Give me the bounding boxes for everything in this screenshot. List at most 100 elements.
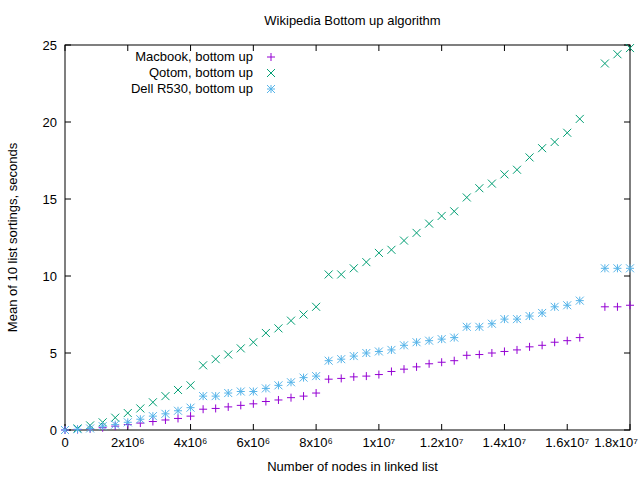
y-tick	[65, 45, 71, 46]
x-tick-mirror	[127, 45, 128, 51]
scatter-point	[450, 207, 458, 215]
x-tick-label: 1.8x10⁷	[594, 435, 638, 450]
scatter-point	[86, 424, 94, 432]
scatter-point	[500, 347, 508, 355]
scatter-point	[513, 315, 521, 323]
scatter-point	[224, 403, 232, 411]
x-tick	[253, 424, 254, 430]
scatter-point	[287, 317, 295, 325]
scatter-point	[438, 335, 446, 343]
scatter-point	[287, 378, 295, 386]
scatter-point	[74, 424, 82, 432]
legend-label: Dell R530, bottom up	[131, 81, 253, 96]
y-axis-label: Mean of 10 list sortings, seconds	[5, 142, 20, 332]
scatter-point	[538, 309, 546, 317]
scatter-point	[576, 115, 584, 123]
scatter-point	[325, 270, 333, 278]
scatter-point	[61, 426, 69, 434]
scatter-point	[450, 334, 458, 342]
scatter-point	[425, 220, 433, 228]
scatter-point	[526, 312, 534, 320]
y-tick-label: 25	[43, 38, 57, 53]
scatter-point	[161, 410, 169, 418]
scatter-point	[463, 193, 471, 201]
x-tick-label: 1.6x10⁷	[545, 435, 589, 450]
scatter-point	[375, 347, 383, 355]
scatter-point	[212, 404, 220, 412]
scatter-point	[438, 358, 446, 366]
scatter-point	[199, 361, 207, 369]
scatter-point	[274, 381, 282, 389]
scatter-point	[475, 184, 483, 192]
x-tick-label: 8x10⁶	[299, 435, 333, 450]
scatter-point	[224, 351, 232, 359]
series-group	[61, 264, 634, 434]
scatter-point	[187, 381, 195, 389]
scatter-point	[526, 343, 534, 351]
scatter-point	[425, 337, 433, 345]
scatter-point	[136, 404, 144, 412]
scatter-point	[174, 386, 182, 394]
scatter-point	[149, 412, 157, 420]
scatter-point	[413, 229, 421, 237]
scatter-point	[613, 50, 621, 58]
scatter-point	[337, 270, 345, 278]
y-tick-label: 10	[43, 269, 57, 284]
chart-svg: 02x10⁶4x10⁶6x10⁶8x10⁶1x10⁷1.2x10⁷1.4x10⁷…	[0, 0, 640, 480]
scatter-point	[350, 264, 358, 272]
legend-label: Macbook, bottom up	[135, 49, 253, 64]
y-tick-mirror	[624, 430, 630, 431]
scatter-point	[300, 311, 308, 319]
scatter-point	[413, 363, 421, 371]
scatter-point	[111, 421, 119, 429]
scatter-point	[576, 334, 584, 342]
scatter-point	[136, 415, 144, 423]
scatter-point	[300, 392, 308, 400]
scatter-point	[626, 301, 634, 309]
scatter-point	[161, 392, 169, 400]
scatter-point	[174, 414, 182, 422]
scatter-point	[124, 418, 132, 426]
legend-marker	[267, 53, 275, 61]
y-tick-mirror	[624, 122, 630, 123]
scatter-point	[425, 360, 433, 368]
x-tick	[316, 424, 317, 430]
scatter-point	[199, 405, 207, 413]
x-tick	[630, 424, 631, 430]
y-tick-label: 0	[50, 423, 57, 438]
x-tick-label: 1.2x10⁷	[420, 435, 464, 450]
y-tick-mirror	[624, 199, 630, 200]
scatter-point	[601, 264, 609, 272]
x-tick-mirror	[567, 45, 568, 51]
scatter-point	[551, 138, 559, 146]
scatter-point	[551, 303, 559, 311]
scatter-point	[438, 212, 446, 220]
y-tick-label: 20	[43, 115, 57, 130]
scatter-point	[513, 166, 521, 174]
scatter-point	[563, 301, 571, 309]
scatter-point	[74, 425, 82, 433]
y-tick-label: 5	[50, 346, 57, 361]
scatter-point	[274, 324, 282, 332]
x-tick-label: 1x10⁷	[362, 435, 395, 450]
scatter-point	[488, 320, 496, 328]
scatter-point	[99, 422, 107, 430]
series-group	[61, 44, 634, 434]
scatter-point	[463, 351, 471, 359]
scatter-point	[124, 409, 132, 417]
chart-container: 02x10⁶4x10⁶6x10⁶8x10⁶1x10⁷1.2x10⁷1.4x10⁷…	[0, 0, 640, 480]
scatter-point	[413, 338, 421, 346]
scatter-point	[174, 407, 182, 415]
x-tick-mirror	[441, 45, 442, 51]
x-tick	[190, 424, 191, 430]
scatter-point	[500, 315, 508, 323]
scatter-point	[526, 153, 534, 161]
scatter-point	[513, 346, 521, 354]
scatter-point	[488, 180, 496, 188]
scatter-point	[475, 323, 483, 331]
scatter-point	[287, 394, 295, 402]
x-tick	[567, 424, 568, 430]
y-tick	[65, 276, 71, 277]
x-tick-label: 6x10⁶	[237, 435, 271, 450]
scatter-point	[601, 303, 609, 311]
